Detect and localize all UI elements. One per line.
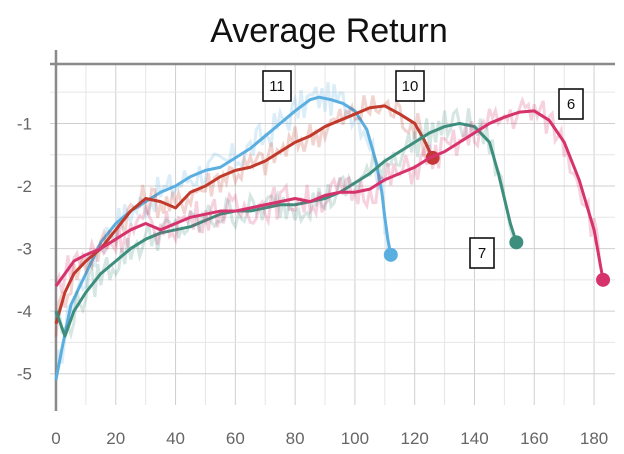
series-layer <box>54 82 611 381</box>
grid <box>50 64 615 405</box>
x-tick-label: 140 <box>460 429 488 448</box>
series-line <box>54 95 393 381</box>
chart-title: Average Return <box>210 12 448 50</box>
series-label-box: 6 <box>558 88 584 120</box>
series-line <box>54 109 605 287</box>
x-tick-label: 0 <box>51 429 60 448</box>
x-tick-label: 180 <box>580 429 608 448</box>
series-label-frame <box>262 70 292 102</box>
x-tick-label: 20 <box>106 429 125 448</box>
series-raw-line <box>54 107 515 341</box>
series-line <box>54 104 434 325</box>
y-tick-label: -3 <box>17 240 32 259</box>
axes <box>50 50 615 411</box>
series-label-frame <box>469 237 495 269</box>
series-label-text: 6 <box>567 96 575 113</box>
tick-labels: 0 20 40 60 80 100 120 140 160 180 -1 -2 -3 -4 -5 <box>17 114 608 448</box>
y-tick-label: -4 <box>17 302 32 321</box>
x-tick-label: 100 <box>341 429 369 448</box>
series-label-box: 7 <box>469 237 495 269</box>
y-tick-label: -2 <box>17 177 32 196</box>
x-tick-label: 120 <box>401 429 429 448</box>
x-tick-label: 40 <box>166 429 185 448</box>
series-label-frame <box>558 88 584 120</box>
series-label-box: 10 <box>395 70 425 102</box>
series-label-box: 11 <box>262 70 292 102</box>
x-tick-label: 160 <box>520 429 548 448</box>
series-label-text: 7 <box>478 245 486 262</box>
series-raw-line <box>54 82 391 367</box>
series-label-text: 11 <box>269 78 285 95</box>
series-label-text: 10 <box>402 78 419 95</box>
series-label-frame <box>395 70 425 102</box>
series-line <box>54 121 518 338</box>
series-raw-line <box>54 96 602 294</box>
series-end-marker <box>596 272 611 287</box>
series-end-marker <box>383 247 398 262</box>
x-tick-label: 60 <box>226 429 245 448</box>
y-tick-label: -1 <box>17 114 32 133</box>
x-tick-label: 80 <box>286 429 305 448</box>
series-labels: 11 10 7 6 <box>262 70 584 269</box>
series-end-marker <box>509 235 524 250</box>
y-tick-label: -5 <box>17 365 32 384</box>
